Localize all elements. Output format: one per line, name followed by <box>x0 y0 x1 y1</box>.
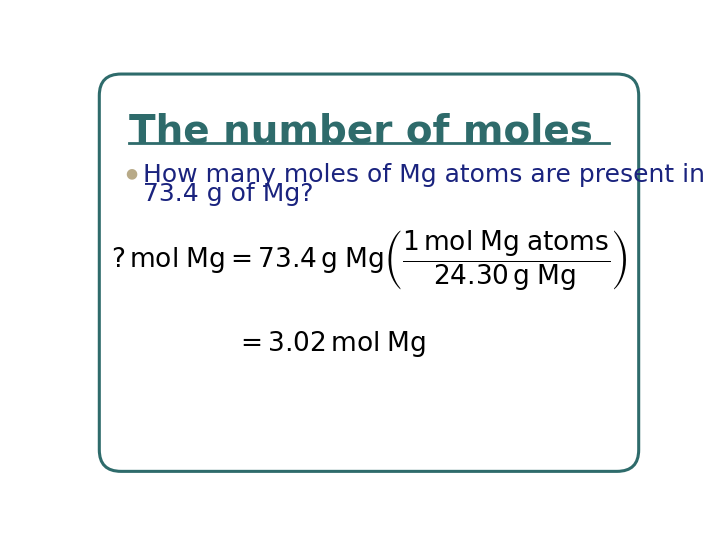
FancyBboxPatch shape <box>99 74 639 471</box>
Text: 73.4 g of Mg?: 73.4 g of Mg? <box>143 182 313 206</box>
Text: ●: ● <box>126 166 138 180</box>
Text: $? \, \mathrm{mol\;Mg} = 73.4 \, \mathrm{g\;Mg} \left( \dfrac{1 \, \mathrm{mol\;: $? \, \mathrm{mol\;Mg} = 73.4 \, \mathrm… <box>111 229 627 293</box>
Text: How many moles of Mg atoms are present in: How many moles of Mg atoms are present i… <box>143 164 705 187</box>
Text: The number of moles: The number of moles <box>129 112 593 151</box>
Text: $= 3.02 \, \mathrm{mol\;Mg}$: $= 3.02 \, \mathrm{mol\;Mg}$ <box>235 328 426 359</box>
